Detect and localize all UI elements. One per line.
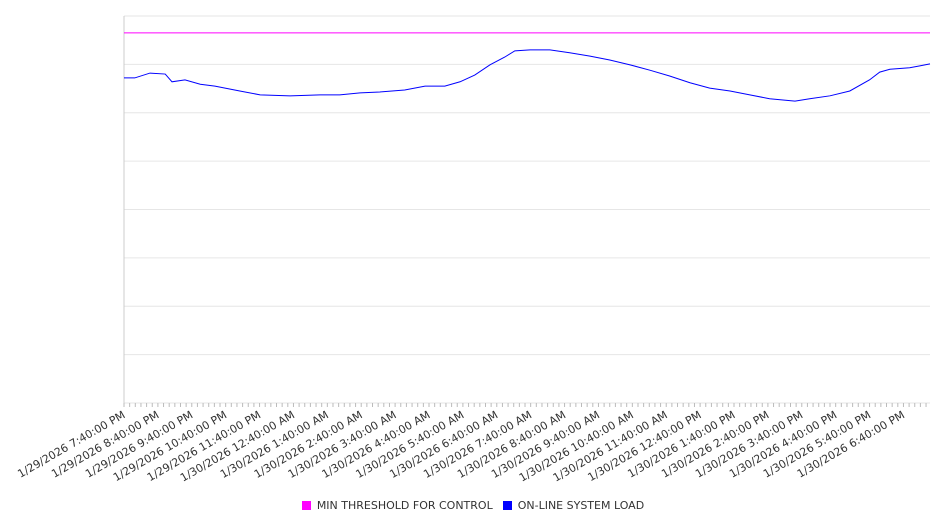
legend-item-load[interactable]: ON-LINE SYSTEM LOAD bbox=[502, 499, 645, 512]
legend-label: ON-LINE SYSTEM LOAD bbox=[517, 499, 645, 512]
legend-swatch bbox=[301, 501, 311, 510]
series-line-load bbox=[124, 49, 931, 102]
legend-swatch bbox=[502, 501, 512, 510]
legend-item-threshold[interactable]: MIN THRESHOLD FOR CONTROL bbox=[301, 499, 493, 512]
legend-label: MIN THRESHOLD FOR CONTROL bbox=[316, 499, 493, 512]
legend: MIN THRESHOLD FOR CONTROL ON-LINE SYSTEM… bbox=[0, 499, 946, 512]
